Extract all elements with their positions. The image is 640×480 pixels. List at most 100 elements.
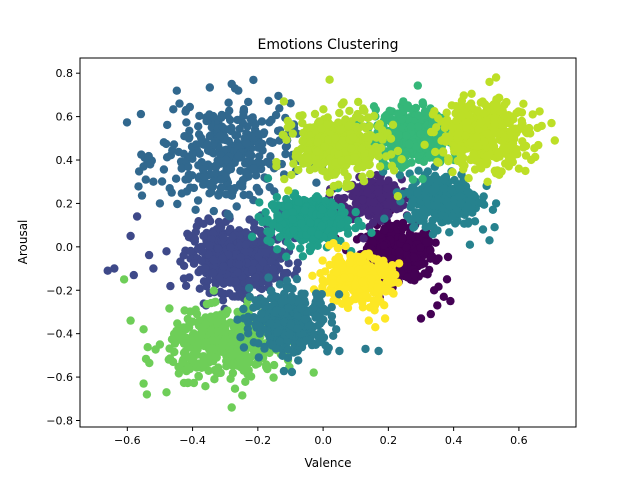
data-point (207, 235, 216, 244)
data-point (174, 369, 183, 378)
data-point (205, 241, 214, 250)
data-point (165, 184, 174, 193)
data-point (286, 296, 296, 306)
data-point (203, 276, 213, 285)
data-point (268, 200, 278, 209)
y-tick-label: 0.2 (56, 197, 74, 210)
data-point (144, 151, 153, 161)
data-point (313, 159, 322, 168)
data-point (205, 189, 214, 198)
data-point (420, 269, 429, 278)
data-point (215, 273, 225, 282)
data-point (443, 252, 453, 262)
data-point (249, 164, 258, 173)
data-point (464, 217, 473, 226)
data-point (149, 177, 158, 186)
data-point (303, 153, 313, 163)
data-point (309, 368, 318, 377)
data-point (367, 228, 376, 237)
data-point (376, 177, 385, 186)
data-point (379, 241, 389, 250)
data-point (189, 356, 198, 365)
data-point (219, 262, 228, 271)
data-point (418, 174, 427, 184)
data-point (468, 208, 477, 217)
data-point (380, 314, 390, 323)
data-point (355, 253, 364, 262)
data-point (263, 236, 272, 245)
data-point (278, 351, 287, 360)
data-point (312, 290, 321, 299)
data-point (268, 220, 277, 230)
data-point (245, 292, 254, 301)
data-point (489, 142, 499, 151)
data-point (163, 120, 172, 130)
data-point (287, 170, 296, 180)
data-point (162, 139, 171, 149)
data-point (278, 130, 287, 139)
data-point (217, 347, 227, 356)
data-point (359, 177, 369, 186)
data-point (337, 156, 346, 166)
data-point (351, 187, 360, 196)
data-point (190, 234, 200, 243)
data-point (385, 106, 394, 116)
data-point (429, 128, 438, 137)
data-point (387, 278, 397, 287)
data-point (312, 311, 321, 321)
data-point (374, 122, 383, 131)
data-point (143, 343, 152, 352)
data-point (453, 156, 462, 166)
data-point (213, 369, 222, 378)
data-point (277, 297, 286, 307)
data-point (341, 241, 350, 251)
data-point (286, 242, 296, 251)
data-point (268, 138, 277, 147)
data-point (217, 113, 226, 122)
data-point (378, 249, 387, 258)
data-point (312, 178, 321, 187)
y-tick-label: 0.4 (56, 154, 74, 167)
data-point (343, 172, 352, 181)
data-point (475, 119, 485, 128)
data-point (315, 117, 324, 126)
data-point (171, 174, 181, 183)
data-point (258, 218, 267, 227)
data-point (246, 114, 255, 124)
data-point (416, 314, 426, 323)
data-point (465, 240, 475, 249)
data-point (162, 153, 172, 162)
data-point (507, 141, 516, 150)
data-point (182, 118, 191, 127)
data-point (384, 200, 394, 209)
data-point (119, 275, 129, 284)
data-point (263, 227, 272, 236)
data-point (219, 233, 228, 242)
data-point (345, 258, 355, 267)
data-point (193, 345, 202, 354)
data-point (170, 339, 180, 348)
x-tick-label: −0.2 (244, 434, 271, 447)
x-tick-label: 0.0 (314, 434, 332, 447)
data-point (330, 134, 340, 143)
data-point (194, 371, 203, 381)
data-point (453, 144, 462, 153)
data-point (188, 317, 197, 326)
data-point (238, 391, 247, 400)
data-point (181, 281, 191, 290)
data-point (225, 276, 234, 285)
data-point (235, 124, 244, 133)
data-point (478, 225, 488, 234)
data-point (136, 109, 146, 119)
data-point (232, 202, 241, 211)
data-point (234, 151, 243, 161)
data-point (191, 205, 200, 214)
data-point (374, 346, 383, 356)
data-point (264, 280, 273, 289)
data-point (247, 232, 257, 241)
data-point (261, 248, 271, 257)
data-point (325, 75, 334, 84)
data-point (490, 223, 499, 232)
data-point (407, 158, 416, 167)
